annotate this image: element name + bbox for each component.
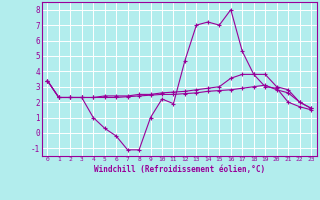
- X-axis label: Windchill (Refroidissement éolien,°C): Windchill (Refroidissement éolien,°C): [94, 165, 265, 174]
